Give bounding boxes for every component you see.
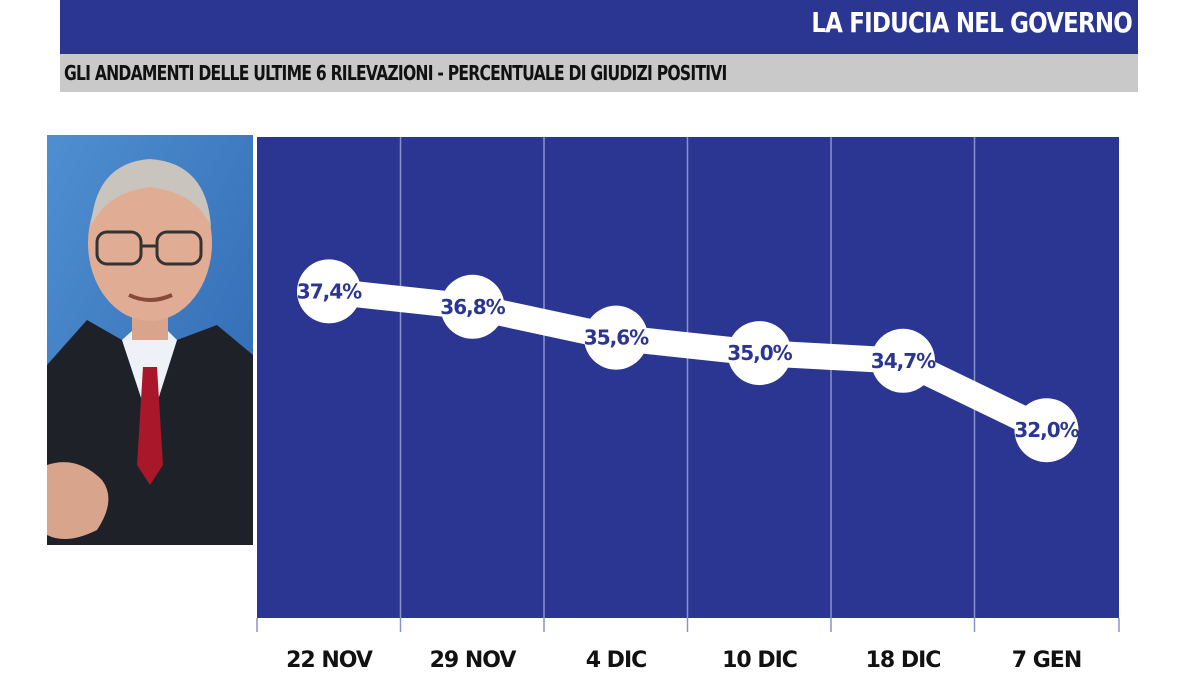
chart-title: LA FIDUCIA NEL GOVERNO <box>811 6 1132 39</box>
x-tick-label-2: 4 DIC <box>586 648 647 673</box>
data-label-0: 37,4% <box>297 279 362 303</box>
x-tick-label-0: 22 NOV <box>286 648 373 673</box>
x-axis-tick-labels: 22 NOV 29 NOV 4 DIC 10 DIC 18 DIC 7 GEN <box>286 648 1082 673</box>
title-bar: LA FIDUCIA NEL GOVERNO <box>60 0 1138 54</box>
x-tick-label-1: 29 NOV <box>430 648 517 673</box>
x-tick-label-5: 7 GEN <box>1012 648 1081 673</box>
data-point-3 <box>727 321 792 386</box>
vertical-gridlines <box>256 137 1120 632</box>
data-label-5: 32,0% <box>1014 418 1079 442</box>
data-label-1: 36,8% <box>440 295 505 319</box>
data-label-2: 35,6% <box>584 326 649 350</box>
data-label-4: 34,7% <box>871 349 936 373</box>
data-point-1 <box>440 274 505 339</box>
chart-subtitle: GLI ANDAMENTI DELLE ULTIME 6 RILEVAZIONI… <box>64 61 727 85</box>
data-point-2 <box>584 305 648 370</box>
data-point-0 <box>297 259 361 324</box>
politician-portrait-image <box>47 135 253 545</box>
data-point-5 <box>1014 398 1079 463</box>
data-points: 37,4% 36,8% 35,6% 35,0% 34,7% 32,0% <box>297 259 1081 463</box>
x-tick-label-3: 10 DIC <box>722 648 797 673</box>
subtitle-bar: GLI ANDAMENTI DELLE ULTIME 6 RILEVAZIONI… <box>60 54 1138 92</box>
x-tick-label-4: 18 DIC <box>866 648 941 673</box>
data-point-4 <box>871 328 935 393</box>
data-label-3: 35,0% <box>727 341 792 365</box>
